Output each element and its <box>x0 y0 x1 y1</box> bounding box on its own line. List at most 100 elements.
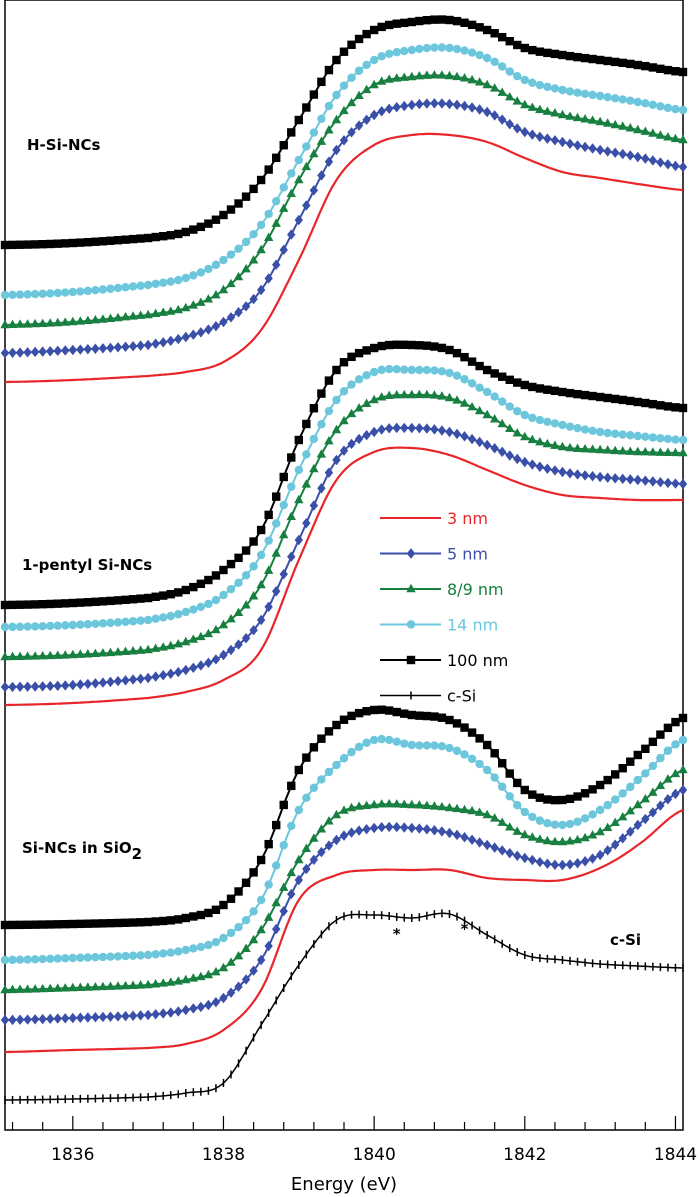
triangle-marker <box>181 302 191 312</box>
triangle-marker <box>565 442 575 452</box>
circle-marker <box>136 281 145 290</box>
diamond-marker <box>354 825 364 836</box>
diamond-marker <box>294 534 303 546</box>
diamond-marker <box>211 321 221 332</box>
square-marker <box>189 225 198 234</box>
square-marker <box>641 61 650 71</box>
triangle-marker <box>587 444 598 453</box>
circle-marker <box>362 738 371 747</box>
triangle-marker <box>301 161 312 171</box>
circle-marker <box>452 371 462 380</box>
diamond-marker <box>558 466 567 478</box>
diamond-marker <box>369 109 379 121</box>
diamond-marker <box>588 143 597 154</box>
diamond-marker <box>332 454 341 466</box>
circle-marker <box>445 743 454 753</box>
triangle-marker <box>241 943 251 952</box>
triangle-marker <box>407 389 417 399</box>
square-marker <box>302 419 311 429</box>
triangle-marker <box>105 313 116 322</box>
triangle-marker <box>452 395 462 404</box>
circle-marker <box>369 55 379 65</box>
circle-marker <box>159 278 168 287</box>
circle-marker <box>460 46 469 55</box>
square-marker <box>287 128 296 137</box>
square-marker <box>528 45 537 55</box>
square-marker <box>8 240 17 250</box>
triangle-marker <box>309 463 319 473</box>
circle-marker <box>196 268 206 277</box>
square-marker <box>520 380 529 390</box>
x-axis-ticks <box>11 1116 677 1130</box>
diamond-marker <box>460 100 469 112</box>
triangle-marker <box>60 317 70 326</box>
square-marker <box>256 175 266 185</box>
square-marker <box>234 553 243 563</box>
triangle-marker <box>226 278 236 288</box>
diamond-marker <box>61 345 70 356</box>
square-marker <box>580 390 590 400</box>
circle-marker <box>588 810 597 819</box>
square-marker <box>430 342 439 351</box>
diamond-marker <box>136 1010 145 1021</box>
square-marker <box>460 18 469 27</box>
diamond-marker <box>633 151 642 163</box>
circle-marker <box>264 209 273 219</box>
triangle-marker <box>263 565 274 574</box>
square-marker <box>580 789 590 798</box>
square-marker <box>580 53 590 63</box>
circle-marker <box>256 550 266 560</box>
triangle-marker <box>158 978 168 987</box>
square-marker <box>287 453 296 462</box>
triangle-marker <box>655 447 666 456</box>
circle-marker <box>565 819 575 829</box>
square-marker <box>53 239 62 248</box>
triangle-marker <box>339 415 349 425</box>
triangle-marker <box>105 647 116 657</box>
diamond-marker <box>264 273 273 284</box>
circle-marker <box>53 954 62 963</box>
triangle-marker <box>271 897 281 907</box>
square-marker <box>633 397 642 407</box>
series-line <box>5 808 684 1054</box>
triangle-marker <box>587 115 598 124</box>
triangle-marker <box>128 311 138 320</box>
square-marker <box>30 920 40 929</box>
square-marker <box>437 15 447 24</box>
diamond-marker <box>626 474 635 485</box>
diamond-marker <box>30 681 40 692</box>
circle-marker <box>626 96 635 105</box>
diamond-marker <box>38 346 47 357</box>
square-marker <box>369 343 379 353</box>
diamond-marker <box>678 784 688 796</box>
triangle-marker <box>422 70 432 79</box>
triangle-marker <box>22 984 33 993</box>
x-tick-label: 1840 <box>353 1145 396 1165</box>
circle-marker <box>663 103 673 113</box>
triangle-marker <box>120 980 131 990</box>
diamond-marker <box>603 472 612 483</box>
diamond-marker <box>339 135 349 146</box>
square-marker <box>595 55 605 65</box>
triangle-marker <box>150 979 161 988</box>
diamond-marker <box>249 625 258 636</box>
series-line <box>5 912 683 1101</box>
circle-marker <box>475 50 484 60</box>
triangle-marker <box>640 126 651 135</box>
diamond-marker <box>0 1014 10 1026</box>
circle-marker <box>174 275 183 285</box>
circle-marker <box>0 955 10 965</box>
triangle-marker <box>655 780 666 790</box>
circle-marker <box>543 82 552 92</box>
triangle-marker <box>203 628 214 638</box>
diamond-marker <box>482 839 492 851</box>
diamond-marker <box>189 1003 198 1014</box>
circle-marker <box>174 610 183 619</box>
diamond-marker <box>61 1013 70 1024</box>
triangle-marker <box>248 934 259 944</box>
circle-marker <box>565 87 575 96</box>
triangle-marker <box>572 443 583 452</box>
circle-marker <box>211 937 221 947</box>
square-marker <box>415 711 424 720</box>
square-marker <box>83 238 93 247</box>
